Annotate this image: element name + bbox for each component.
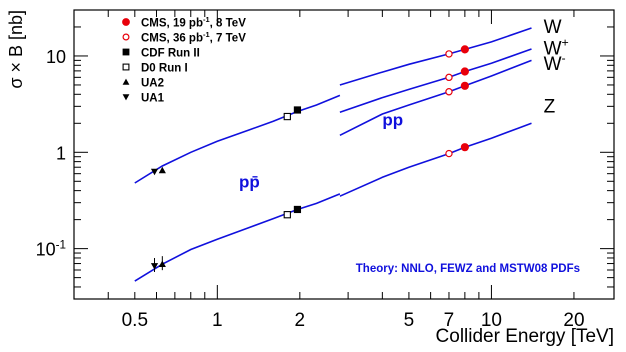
region-label: pp — [382, 110, 403, 129]
pp-theory-curve — [340, 60, 532, 135]
legend-label: UA2 — [141, 78, 164, 90]
y-axis-title: σ × B [nb] — [6, 10, 26, 89]
data-point — [284, 113, 290, 119]
data-point — [461, 82, 468, 89]
theory-annotation: Theory: NNLO, FEWZ and MSTW08 PDFs — [356, 263, 580, 275]
ppbar-theory-curve — [135, 95, 340, 183]
data-point — [284, 212, 290, 218]
legend-marker — [123, 34, 129, 40]
data-point — [461, 68, 468, 75]
x-tick-label: 2 — [295, 310, 306, 331]
curve-end-label: W — [544, 17, 562, 38]
legend-label: CMS, 36 pb-1, 7 TeV — [141, 30, 246, 45]
data-point — [446, 150, 452, 156]
x-tick-label: 1 — [212, 310, 223, 331]
ppbar-theory-curve — [135, 194, 340, 281]
data-point — [294, 206, 301, 213]
region-label: pp̄ — [239, 173, 260, 192]
pp-theory-curve — [340, 28, 532, 85]
theory-curves — [135, 28, 532, 281]
y-tick-label: 10-1 — [36, 238, 66, 259]
legend-label: CMS, 19 pb-1, 8 TeV — [141, 15, 246, 30]
x-axis-title: Collider Energy [TeV] — [436, 326, 614, 347]
legend-label: UA1 — [141, 93, 165, 105]
data-point — [294, 106, 301, 113]
pp-theory-curve — [340, 123, 532, 196]
pp-theory-curve — [340, 49, 532, 112]
legend-marker — [123, 79, 130, 85]
legend-marker — [123, 19, 130, 26]
x-tick-label: 5 — [404, 310, 415, 331]
x-tick-label: 0.5 — [122, 310, 148, 331]
legend-label: D0 Run I — [141, 63, 188, 75]
data-point — [461, 144, 468, 151]
data-point — [446, 89, 452, 95]
data-points — [151, 46, 469, 272]
y-tick-label: 10 — [46, 47, 66, 67]
y-tick-label: 1 — [56, 143, 66, 163]
legend-marker — [123, 49, 130, 56]
data-point — [151, 263, 158, 269]
curve-end-label: Z — [544, 96, 556, 117]
data-point — [461, 46, 468, 53]
curve-labels: pp̄ pp Theory: NNLO, FEWZ and MSTW08 PDFs W… — [239, 17, 580, 275]
legend-marker — [123, 64, 129, 70]
data-point — [446, 74, 452, 80]
curve-end-label: W- — [544, 51, 566, 75]
legend-marker — [123, 94, 130, 100]
legend-label: CDF Run II — [141, 48, 200, 60]
data-point — [446, 51, 452, 57]
data-point — [159, 261, 166, 267]
